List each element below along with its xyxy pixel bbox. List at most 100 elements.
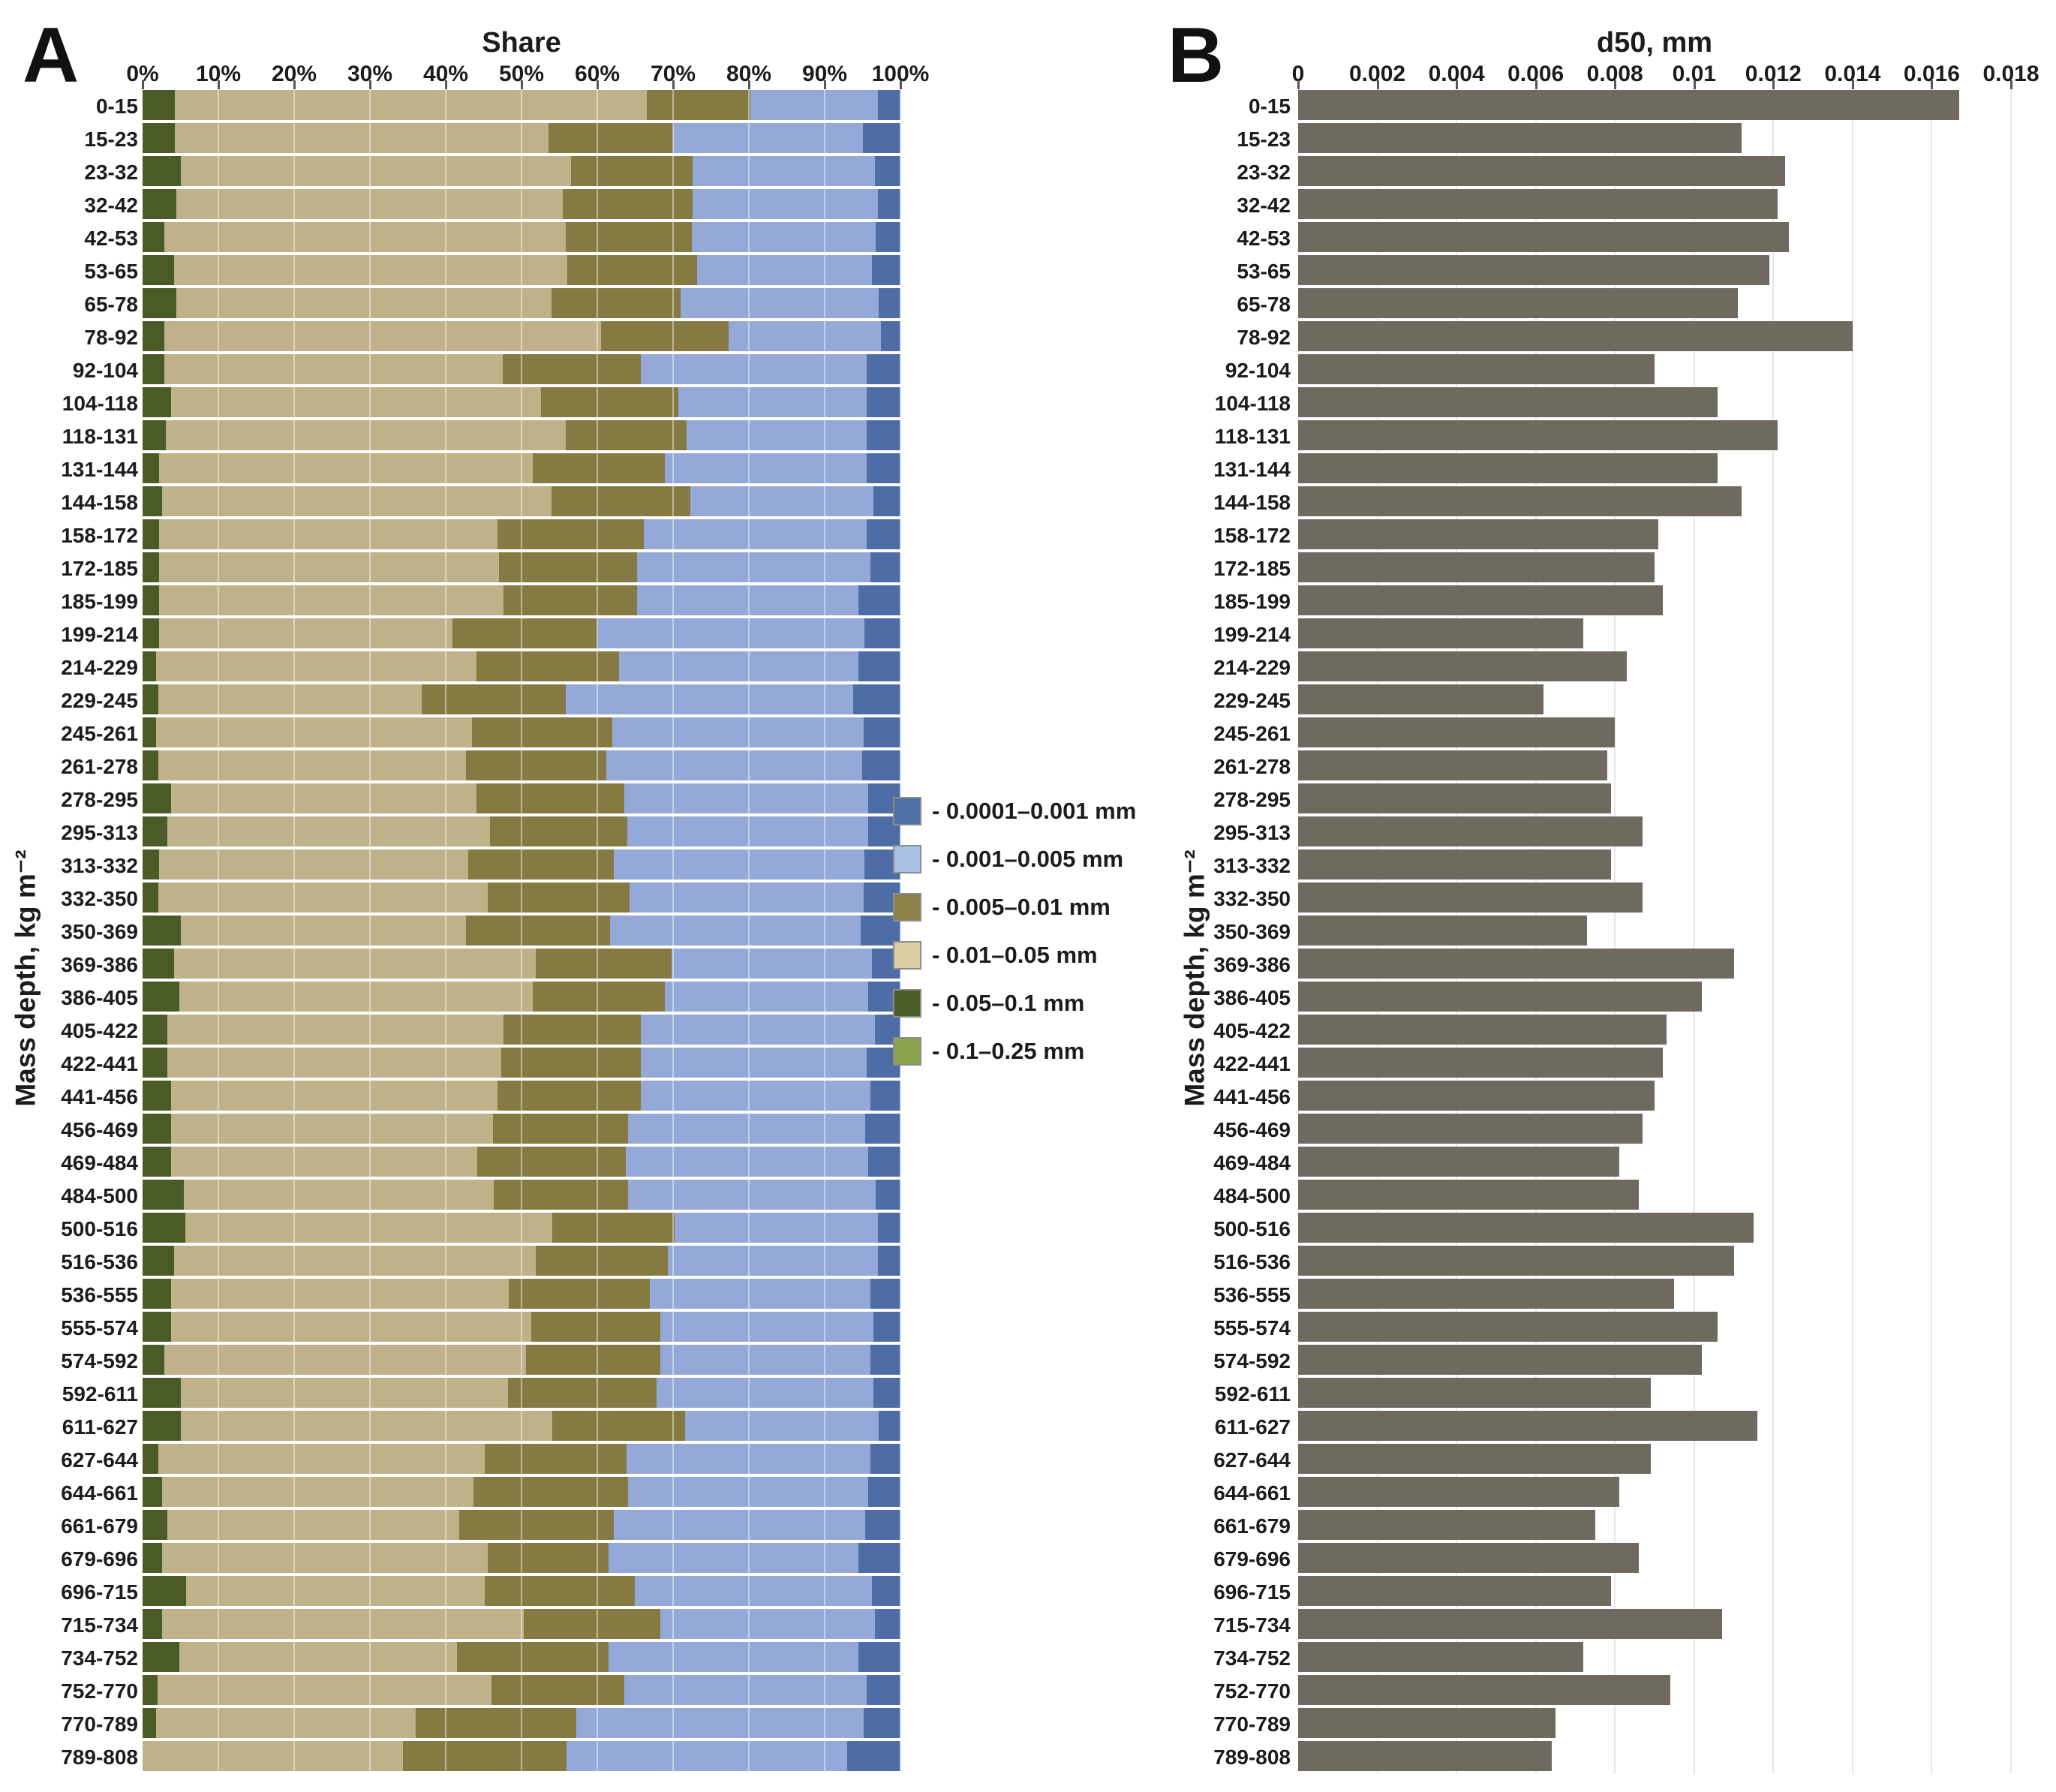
b-row-label: 53-65	[1237, 260, 1291, 283]
b-gridline	[1851, 90, 1853, 1774]
a-row-label: 104-118	[62, 392, 138, 415]
seg-0-0001-0-001mm	[870, 1081, 900, 1111]
a-row-label: 131-144	[61, 458, 138, 481]
legend-item: - 0.05–0.1 mm	[893, 989, 1084, 1018]
seg-0-005-0-01mm	[565, 222, 693, 252]
b-gridline	[2010, 90, 2012, 1774]
b-d50-bar	[1298, 1510, 1595, 1540]
b-d50-bar	[1298, 1180, 1639, 1210]
seg-0-01-0-05mm	[175, 90, 647, 120]
a-gridline	[293, 90, 295, 1774]
seg-0-0001-0-001mm	[877, 189, 900, 219]
seg-0-001-0-005mm	[626, 1147, 868, 1177]
panel-b-letter: B	[1168, 12, 1225, 99]
seg-0-05-0-1mm	[143, 750, 159, 780]
a-stacked-bar-row	[143, 618, 900, 648]
seg-0-001-0-005mm	[643, 519, 867, 549]
a-stacked-bar-row	[143, 1741, 900, 1771]
seg-0-001-0-005mm	[614, 1510, 865, 1540]
seg-0-001-0-005mm	[660, 1609, 875, 1639]
a-stacked-bar-row	[143, 949, 900, 979]
seg-0-01-0-05mm	[174, 1246, 537, 1276]
b-row-label: 278-295	[1213, 788, 1291, 811]
seg-0-05-0-1mm	[143, 949, 175, 979]
seg-0-01-0-05mm	[158, 750, 467, 780]
a-row-label: 78-92	[84, 326, 138, 349]
a-gridline	[672, 90, 674, 1774]
seg-0-01-0-05mm	[164, 354, 503, 384]
a-stacked-bar-row	[143, 1609, 900, 1639]
seg-0-05-0-1mm	[143, 1444, 159, 1474]
b-row-label: 185-199	[1213, 590, 1291, 613]
b-d50-bar	[1298, 585, 1663, 615]
legend-item: - 0.0001–0.001 mm	[893, 797, 1136, 825]
a-stacked-bar-row	[143, 1477, 900, 1507]
b-d50-bar	[1298, 916, 1588, 946]
b-x-tick-mark	[1851, 80, 1854, 89]
seg-0-05-0-1mm	[143, 1675, 158, 1705]
a-row-label: 185-199	[61, 590, 138, 613]
a-row-label: 42-53	[84, 227, 138, 250]
a-row-label: 32-42	[84, 194, 138, 217]
a-row-label: 484-500	[61, 1184, 138, 1207]
b-d50-bar	[1298, 1279, 1675, 1309]
b-row-label: 313-332	[1213, 854, 1291, 877]
seg-0-05-0-1mm	[143, 1180, 184, 1210]
seg-0-0001-0-001mm	[858, 1543, 900, 1573]
seg-0-01-0-05mm	[158, 1444, 485, 1474]
b-row-label: 555-574	[1213, 1316, 1291, 1339]
b-row-label: 144-158	[1213, 491, 1291, 514]
seg-0-01-0-05mm	[174, 949, 537, 979]
seg-0-05-0-1mm	[143, 849, 160, 879]
seg-0-001-0-005mm	[609, 1543, 859, 1573]
seg-0-005-0-01mm	[466, 750, 607, 780]
b-gridline	[1931, 90, 1933, 1774]
seg-0-005-0-01mm	[562, 189, 693, 219]
b-d50-bar	[1298, 420, 1778, 450]
seg-0-0001-0-001mm	[866, 519, 900, 549]
seg-0-005-0-01mm	[533, 982, 665, 1012]
b-d50-bar	[1298, 684, 1544, 714]
b-row-label: 644-661	[1213, 1481, 1291, 1505]
b-d50-bar	[1298, 1312, 1718, 1342]
b-row-label: 0-15	[1248, 95, 1291, 118]
b-row-label: 386-405	[1213, 986, 1291, 1009]
seg-0-01-0-05mm	[167, 816, 490, 846]
seg-0-0001-0-001mm	[877, 1213, 900, 1243]
seg-0-001-0-005mm	[627, 816, 868, 846]
seg-0-05-0-1mm	[143, 453, 160, 483]
a-stacked-bar-row	[143, 1576, 900, 1606]
a-x-tick-mark	[521, 80, 523, 89]
seg-0-01-0-05mm	[171, 387, 542, 417]
seg-0-05-0-1mm	[143, 982, 180, 1012]
b-d50-bar	[1298, 1147, 1619, 1177]
seg-0-001-0-005mm	[697, 255, 872, 285]
b-d50-bar	[1298, 90, 1960, 120]
seg-0-01-0-05mm	[162, 1477, 474, 1507]
seg-0-005-0-01mm	[459, 1510, 615, 1540]
seg-0-001-0-005mm	[685, 1411, 879, 1441]
b-d50-bar	[1298, 1576, 1611, 1606]
seg-0-001-0-005mm	[750, 90, 878, 120]
a-stacked-bar-row	[143, 1246, 900, 1276]
b-row-label: 661-679	[1213, 1514, 1291, 1538]
a-row-label: 627-644	[61, 1448, 138, 1472]
b-gridline	[1772, 90, 1775, 1774]
seg-0-01-0-05mm	[180, 1411, 553, 1441]
a-stacked-bar-row	[143, 783, 900, 813]
seg-0-0001-0-001mm	[870, 1345, 900, 1375]
seg-0-01-0-05mm	[143, 1741, 404, 1771]
seg-0-001-0-005mm	[566, 1741, 848, 1771]
seg-0-001-0-005mm	[671, 949, 872, 979]
b-d50-bar	[1298, 255, 1770, 285]
b-row-label: 245-261	[1213, 722, 1291, 745]
b-d50-bar	[1298, 189, 1778, 219]
b-row-label: 104-118	[1214, 392, 1291, 415]
seg-0-0001-0-001mm	[858, 1642, 900, 1672]
a-stacked-bar-row	[143, 123, 900, 153]
seg-0-0001-0-001mm	[864, 1114, 900, 1144]
seg-0-01-0-05mm	[180, 916, 467, 946]
b-d50-bar	[1298, 1246, 1734, 1276]
seg-0-001-0-005mm	[728, 321, 881, 351]
a-row-label: 679-696	[61, 1547, 138, 1571]
